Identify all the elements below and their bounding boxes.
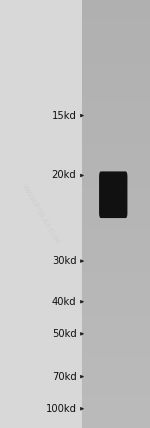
Bar [82, 321, 150, 327]
Bar [82, 289, 150, 294]
Bar [82, 198, 150, 203]
Bar [82, 342, 150, 348]
Bar [82, 59, 150, 64]
Bar [82, 91, 150, 96]
Bar [82, 316, 150, 321]
Text: 20kd: 20kd [52, 170, 76, 181]
Bar [82, 348, 150, 353]
Bar [82, 284, 150, 289]
Bar [82, 155, 150, 160]
Bar [82, 214, 150, 219]
Bar [82, 252, 150, 257]
Bar [82, 102, 150, 107]
Bar [82, 257, 150, 262]
Bar [82, 337, 150, 342]
Bar [82, 369, 150, 374]
Text: 15kd: 15kd [52, 110, 76, 121]
Bar [82, 171, 150, 176]
Bar [82, 300, 150, 305]
Bar [82, 374, 150, 380]
Bar [82, 134, 150, 139]
Bar [82, 412, 150, 417]
Bar [82, 145, 150, 150]
Bar [82, 407, 150, 412]
Bar [82, 0, 150, 5]
Bar [82, 96, 150, 102]
Bar [82, 268, 150, 273]
Bar [82, 305, 150, 310]
Bar [82, 220, 150, 225]
Bar [82, 182, 150, 187]
Bar [82, 273, 150, 278]
Bar [82, 235, 150, 241]
Bar [82, 294, 150, 300]
Bar [82, 75, 150, 80]
Bar [82, 64, 150, 70]
Bar [82, 27, 150, 32]
Text: 100kd: 100kd [45, 404, 76, 414]
Bar [82, 359, 150, 364]
Bar [82, 38, 150, 43]
Bar [82, 177, 150, 182]
Bar [82, 396, 150, 401]
Bar [82, 326, 150, 332]
Bar [82, 262, 150, 268]
Bar [82, 123, 150, 128]
Bar [82, 150, 150, 155]
Bar [82, 32, 150, 38]
Bar [82, 380, 150, 385]
Bar [82, 6, 150, 11]
Bar [82, 230, 150, 235]
FancyBboxPatch shape [99, 171, 127, 218]
Bar [82, 118, 150, 123]
Bar [82, 390, 150, 396]
Bar [82, 385, 150, 390]
Bar [82, 423, 150, 428]
Bar [82, 278, 150, 283]
Text: 30kd: 30kd [52, 256, 76, 266]
Bar [82, 21, 150, 27]
Bar [82, 401, 150, 407]
Bar [82, 166, 150, 171]
Bar [82, 16, 150, 21]
Text: 40kd: 40kd [52, 297, 76, 307]
Text: 70kd: 70kd [52, 372, 76, 382]
Bar [82, 107, 150, 112]
Bar [82, 86, 150, 91]
Bar [82, 203, 150, 209]
Bar [82, 80, 150, 86]
Bar [82, 225, 150, 230]
Bar [82, 113, 150, 118]
Bar [82, 193, 150, 198]
Bar [82, 139, 150, 145]
Bar [82, 54, 150, 59]
Bar [82, 11, 150, 16]
Bar [82, 332, 150, 337]
Bar [82, 187, 150, 193]
Bar [82, 241, 150, 246]
Bar [82, 364, 150, 369]
Text: WWW.PTGLA3.COM: WWW.PTGLA3.COM [21, 183, 60, 245]
Bar [82, 310, 150, 316]
Bar [82, 128, 150, 134]
Bar [82, 43, 150, 48]
Bar [82, 160, 150, 166]
Bar [82, 209, 150, 214]
Bar [82, 353, 150, 359]
Bar [82, 48, 150, 54]
Text: 50kd: 50kd [52, 329, 76, 339]
Bar [82, 417, 150, 423]
Bar [82, 246, 150, 252]
Bar [82, 70, 150, 75]
